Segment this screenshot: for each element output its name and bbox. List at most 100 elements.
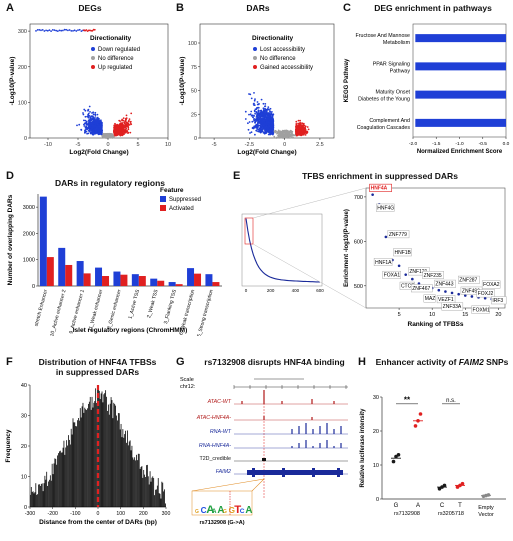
histogram-bar bbox=[127, 430, 128, 507]
x-axis-label: Distance from the center of DARs (bp) bbox=[39, 519, 157, 526]
data-point bbox=[304, 129, 307, 131]
data-point bbox=[267, 106, 270, 108]
histogram-bar bbox=[106, 396, 107, 507]
point-label: MAZ bbox=[425, 296, 436, 302]
histogram-bar bbox=[92, 407, 94, 507]
histogram-bar bbox=[81, 406, 83, 507]
data-point bbox=[119, 124, 122, 127]
data-point bbox=[248, 121, 251, 123]
data-point bbox=[268, 112, 271, 114]
histogram-bar bbox=[33, 493, 35, 507]
legend-label: Up regulated bbox=[98, 65, 132, 71]
data-point bbox=[92, 111, 95, 114]
histogram-bar bbox=[113, 402, 115, 507]
data-point bbox=[256, 114, 259, 117]
data-point bbox=[127, 124, 130, 126]
zoom-line-right bbox=[251, 478, 265, 492]
data-point bbox=[84, 119, 87, 122]
panel-title-d: DARs in regulatory regions bbox=[54, 178, 166, 188]
data-point bbox=[127, 131, 130, 134]
histogram-bar bbox=[45, 479, 47, 507]
y-tick-label: 3000 bbox=[23, 205, 35, 211]
data-point bbox=[281, 129, 284, 132]
data-point bbox=[255, 111, 258, 114]
x-tick-label: 15 bbox=[462, 312, 468, 318]
data-point bbox=[97, 132, 100, 135]
histogram-bar bbox=[97, 389, 98, 507]
histogram-bar bbox=[49, 475, 51, 507]
data-point bbox=[264, 126, 267, 129]
data-point bbox=[437, 288, 441, 292]
data-point bbox=[93, 125, 96, 128]
data-point bbox=[450, 291, 454, 295]
data-point bbox=[256, 101, 259, 103]
data-point bbox=[95, 132, 98, 134]
x-tick-label: 11_Weak enhancer bbox=[87, 289, 104, 332]
data-point bbox=[94, 113, 97, 116]
gene-body bbox=[247, 470, 343, 475]
x-tick-label: 0 bbox=[97, 511, 100, 517]
data-point bbox=[99, 127, 102, 130]
y-tick-label: 600 bbox=[354, 239, 363, 245]
histogram-bar bbox=[152, 476, 154, 507]
data-point bbox=[84, 129, 86, 132]
bar bbox=[187, 268, 195, 286]
data-point bbox=[272, 132, 275, 135]
allele-label: T bbox=[458, 503, 462, 509]
motif-letter: C bbox=[240, 508, 245, 515]
data-point bbox=[295, 120, 298, 123]
data-point bbox=[259, 121, 261, 123]
legend-swatch bbox=[91, 56, 95, 60]
histogram-bar bbox=[39, 485, 41, 507]
data-point bbox=[265, 120, 268, 122]
histogram-bar bbox=[156, 485, 158, 507]
data-point bbox=[244, 110, 247, 113]
y-tick-label: 200 bbox=[18, 65, 27, 71]
data-point bbox=[296, 133, 298, 135]
data-point bbox=[371, 193, 374, 196]
data-point bbox=[283, 133, 286, 136]
data-point bbox=[35, 30, 37, 32]
track-label: RNA-WT bbox=[210, 429, 232, 435]
histogram-bar bbox=[145, 477, 146, 507]
histogram-bar bbox=[70, 428, 72, 507]
histogram-bar bbox=[115, 405, 116, 507]
histogram-bar bbox=[107, 410, 108, 507]
y-axis-label: -Log10(P-value) bbox=[9, 57, 16, 106]
inset-tick-label: 0 bbox=[245, 288, 248, 293]
legend-label: Lost accessibility bbox=[260, 47, 305, 53]
data-point bbox=[270, 118, 273, 121]
histogram-bar bbox=[111, 400, 113, 507]
data-point bbox=[91, 127, 94, 129]
data-point bbox=[256, 107, 258, 109]
histogram-bar bbox=[153, 478, 155, 507]
bar bbox=[65, 264, 73, 286]
panel-letter-d: D bbox=[6, 170, 14, 182]
data-point bbox=[96, 125, 98, 128]
significance-label: ** bbox=[404, 395, 411, 404]
histogram-bar bbox=[80, 417, 82, 507]
data-point bbox=[51, 29, 54, 31]
motif-letter: A bbox=[245, 505, 252, 516]
histogram-bar bbox=[117, 413, 119, 507]
histogram-bar bbox=[155, 489, 156, 507]
point-label: HNF1A bbox=[375, 260, 392, 266]
data-point bbox=[302, 122, 305, 125]
data-point bbox=[99, 123, 102, 126]
data-point bbox=[294, 134, 296, 137]
data-point bbox=[264, 109, 267, 112]
data-point bbox=[416, 419, 420, 423]
x-tick-label: 1_Active TSS bbox=[128, 288, 142, 319]
histogram-bar bbox=[104, 393, 106, 507]
data-point bbox=[129, 131, 132, 134]
data-point bbox=[257, 106, 260, 109]
histogram-bar bbox=[65, 447, 67, 507]
data-point bbox=[67, 29, 69, 32]
y-tick-label: 25 bbox=[191, 112, 197, 118]
panel-title-h: Enhancer activity of FAIM2 SNPs bbox=[372, 357, 512, 367]
data-point bbox=[125, 124, 128, 127]
x-tick-label: 300 bbox=[162, 511, 171, 517]
motif-letter: G bbox=[229, 506, 235, 515]
